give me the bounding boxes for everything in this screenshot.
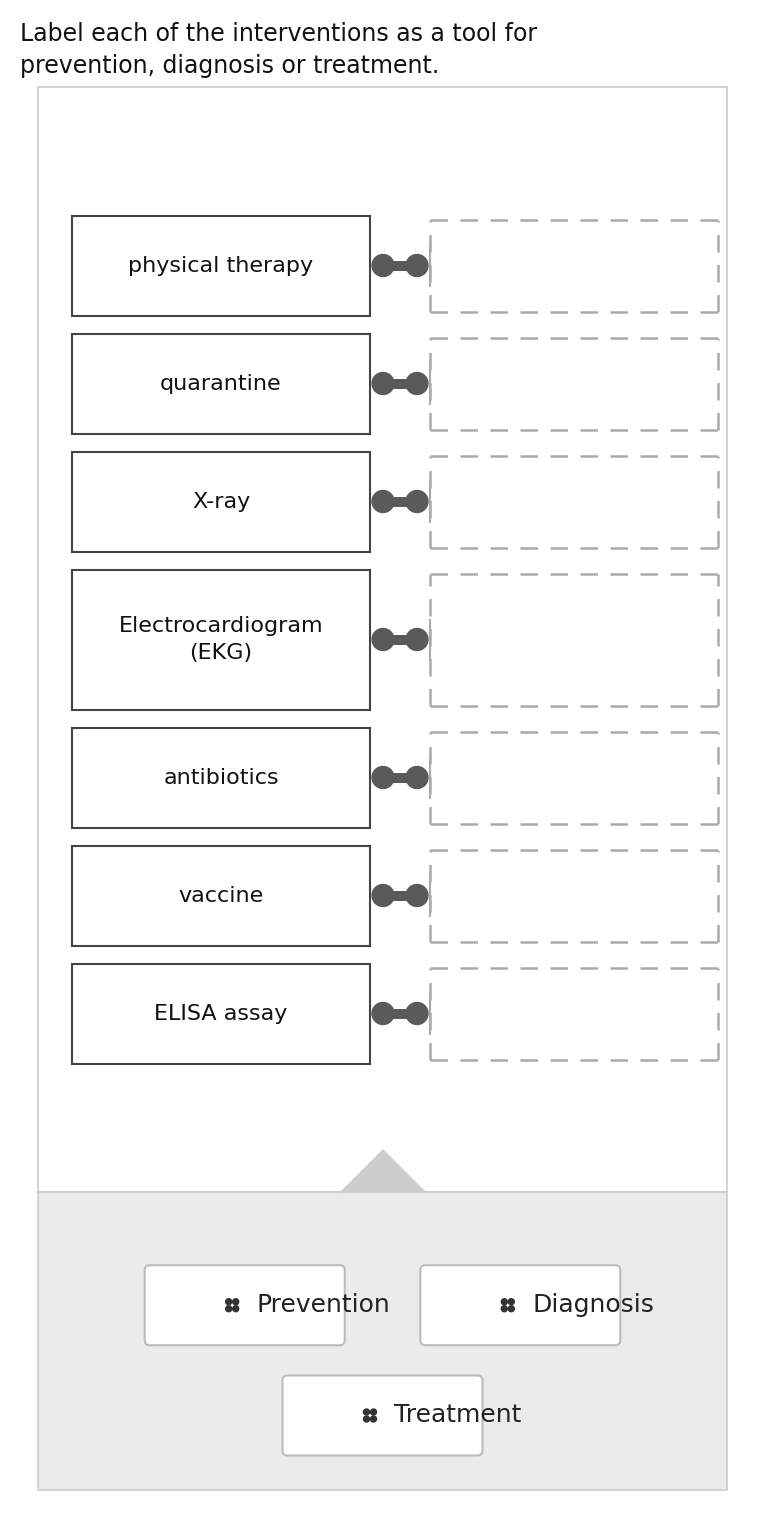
Text: ELISA assay: ELISA assay <box>155 1003 288 1023</box>
FancyBboxPatch shape <box>72 570 370 709</box>
FancyBboxPatch shape <box>383 378 417 389</box>
Circle shape <box>406 490 428 513</box>
Text: X-ray: X-ray <box>192 492 250 512</box>
Text: physical therapy: physical therapy <box>129 256 314 276</box>
Circle shape <box>370 1416 376 1422</box>
Text: Diagnosis: Diagnosis <box>532 1293 654 1318</box>
Text: antibiotics: antibiotics <box>163 768 278 787</box>
Circle shape <box>501 1305 507 1311</box>
FancyBboxPatch shape <box>282 1376 483 1455</box>
Text: Prevention: Prevention <box>257 1293 390 1318</box>
FancyBboxPatch shape <box>72 964 370 1063</box>
Text: Electrocardiogram
(EKG): Electrocardiogram (EKG) <box>119 616 324 663</box>
FancyBboxPatch shape <box>72 728 370 827</box>
Circle shape <box>363 1409 369 1416</box>
Circle shape <box>406 372 428 395</box>
FancyBboxPatch shape <box>383 496 417 507</box>
Circle shape <box>406 884 428 907</box>
Text: Treatment: Treatment <box>395 1403 522 1428</box>
FancyBboxPatch shape <box>383 890 417 901</box>
Circle shape <box>501 1299 507 1305</box>
Circle shape <box>233 1299 239 1305</box>
FancyBboxPatch shape <box>72 216 370 316</box>
Circle shape <box>372 372 394 395</box>
Circle shape <box>370 1409 376 1416</box>
Circle shape <box>372 884 394 907</box>
FancyBboxPatch shape <box>383 1008 417 1019</box>
Circle shape <box>406 766 428 789</box>
FancyBboxPatch shape <box>72 334 370 434</box>
FancyBboxPatch shape <box>383 260 417 271</box>
FancyBboxPatch shape <box>38 87 727 1192</box>
Circle shape <box>226 1305 232 1311</box>
Text: quarantine: quarantine <box>160 374 282 394</box>
Circle shape <box>372 490 394 513</box>
Circle shape <box>406 628 428 651</box>
FancyBboxPatch shape <box>383 634 417 645</box>
Circle shape <box>226 1299 232 1305</box>
Circle shape <box>233 1305 239 1311</box>
Circle shape <box>372 766 394 789</box>
Circle shape <box>372 254 394 276</box>
Circle shape <box>508 1299 514 1305</box>
Text: vaccine: vaccine <box>178 885 264 905</box>
FancyBboxPatch shape <box>38 1192 727 1491</box>
Text: Label each of the interventions as a tool for: Label each of the interventions as a too… <box>20 21 537 46</box>
Text: prevention, diagnosis or treatment.: prevention, diagnosis or treatment. <box>20 54 439 78</box>
Circle shape <box>363 1416 369 1422</box>
Circle shape <box>372 628 394 651</box>
FancyBboxPatch shape <box>420 1265 620 1345</box>
FancyBboxPatch shape <box>72 452 370 552</box>
Circle shape <box>406 254 428 276</box>
FancyBboxPatch shape <box>383 772 417 783</box>
FancyBboxPatch shape <box>72 846 370 945</box>
Circle shape <box>508 1305 514 1311</box>
Polygon shape <box>341 1151 425 1192</box>
FancyBboxPatch shape <box>145 1265 345 1345</box>
Circle shape <box>372 1002 394 1025</box>
Circle shape <box>406 1002 428 1025</box>
